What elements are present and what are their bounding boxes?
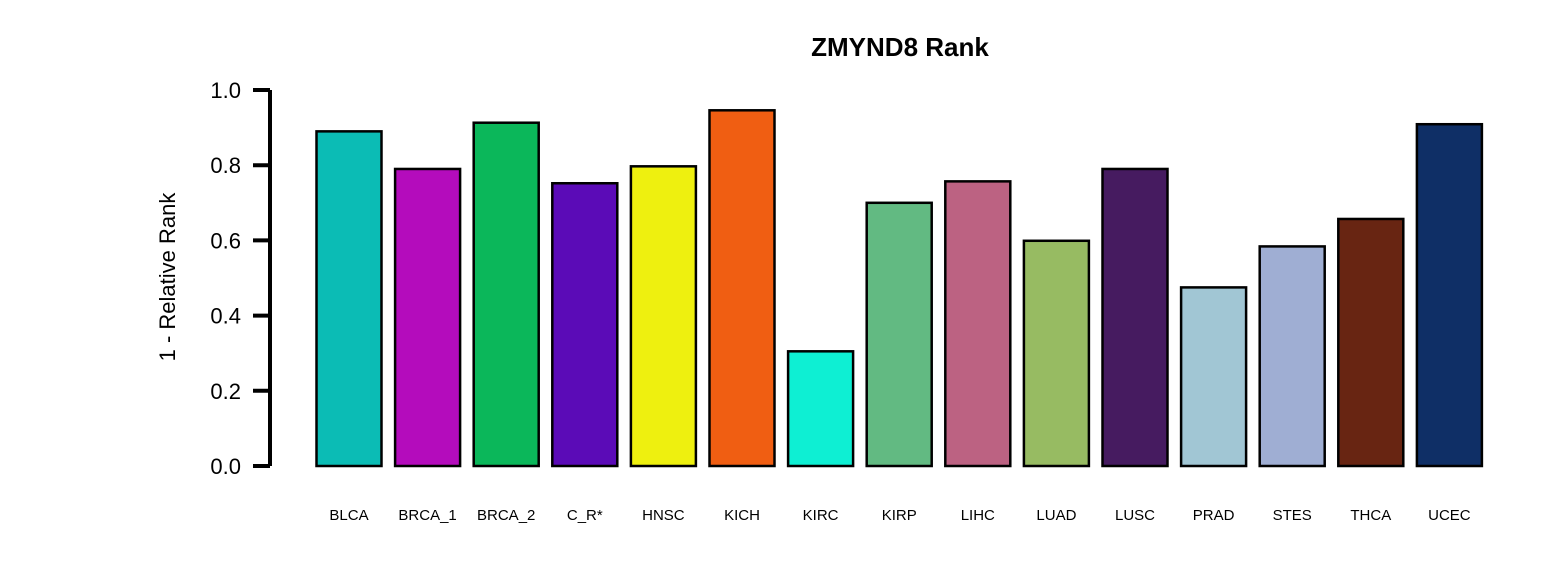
y-tick-label: 0.6 [210, 228, 241, 253]
y-tick-label: 1.0 [210, 78, 241, 103]
y-tick-label: 0.2 [210, 379, 241, 404]
x-tick-label: UCEC [1428, 507, 1471, 524]
x-tick-label: KIRC [803, 507, 839, 524]
y-tick-label: 0.0 [210, 454, 241, 479]
x-tick-label: C_R* [567, 507, 603, 524]
y-tick-label: 0.4 [210, 304, 241, 329]
x-tick-label: KIRP [882, 507, 917, 524]
bar-brca-2 [472, 121, 540, 468]
y-tick-label: 0.8 [210, 153, 241, 178]
bar-kirp [865, 201, 933, 468]
bars [315, 109, 1484, 468]
x-tick-label: KICH [724, 507, 760, 524]
bar-blca [315, 130, 383, 468]
bar-stes [1258, 245, 1326, 468]
bar-luad [1022, 239, 1091, 468]
x-tick-label: BRCA_1 [398, 507, 456, 524]
x-tick-label: PRAD [1193, 507, 1235, 524]
bar-brca-1 [393, 167, 462, 468]
bar-thca [1337, 217, 1405, 468]
x-tick-label: BLCA [329, 507, 368, 524]
x-tick-label: HNSC [642, 507, 685, 524]
x-tick-label: STES [1273, 507, 1312, 524]
x-tick-label: THCA [1350, 507, 1391, 524]
bar-hnsc [629, 165, 698, 468]
bar-kirc [786, 350, 855, 468]
bar-c-r [551, 181, 619, 468]
x-tick-label: BRCA_2 [477, 507, 535, 524]
x-tick-label: LUAD [1036, 507, 1076, 524]
chart-title: ZMYND8 Rank [811, 32, 989, 62]
bar-kich [708, 109, 776, 468]
x-axis-tick-labels: BLCA BRCA_1 BRCA_2 C_R* HNSC KICH KIRC KIRP LIHC… [329, 507, 1470, 524]
bar-prad [1179, 286, 1248, 468]
x-tick-label: LIHC [961, 507, 995, 524]
bar-lusc [1101, 167, 1169, 468]
bar-ucec [1415, 122, 1484, 468]
x-tick-label: LUSC [1115, 507, 1155, 524]
y-axis-label: 1 - Relative Rank [155, 192, 180, 362]
bar-lihc [944, 180, 1012, 468]
y-axis-ticks: 0.0 0.2 0.4 0.6 0.8 1.0 [210, 78, 270, 479]
